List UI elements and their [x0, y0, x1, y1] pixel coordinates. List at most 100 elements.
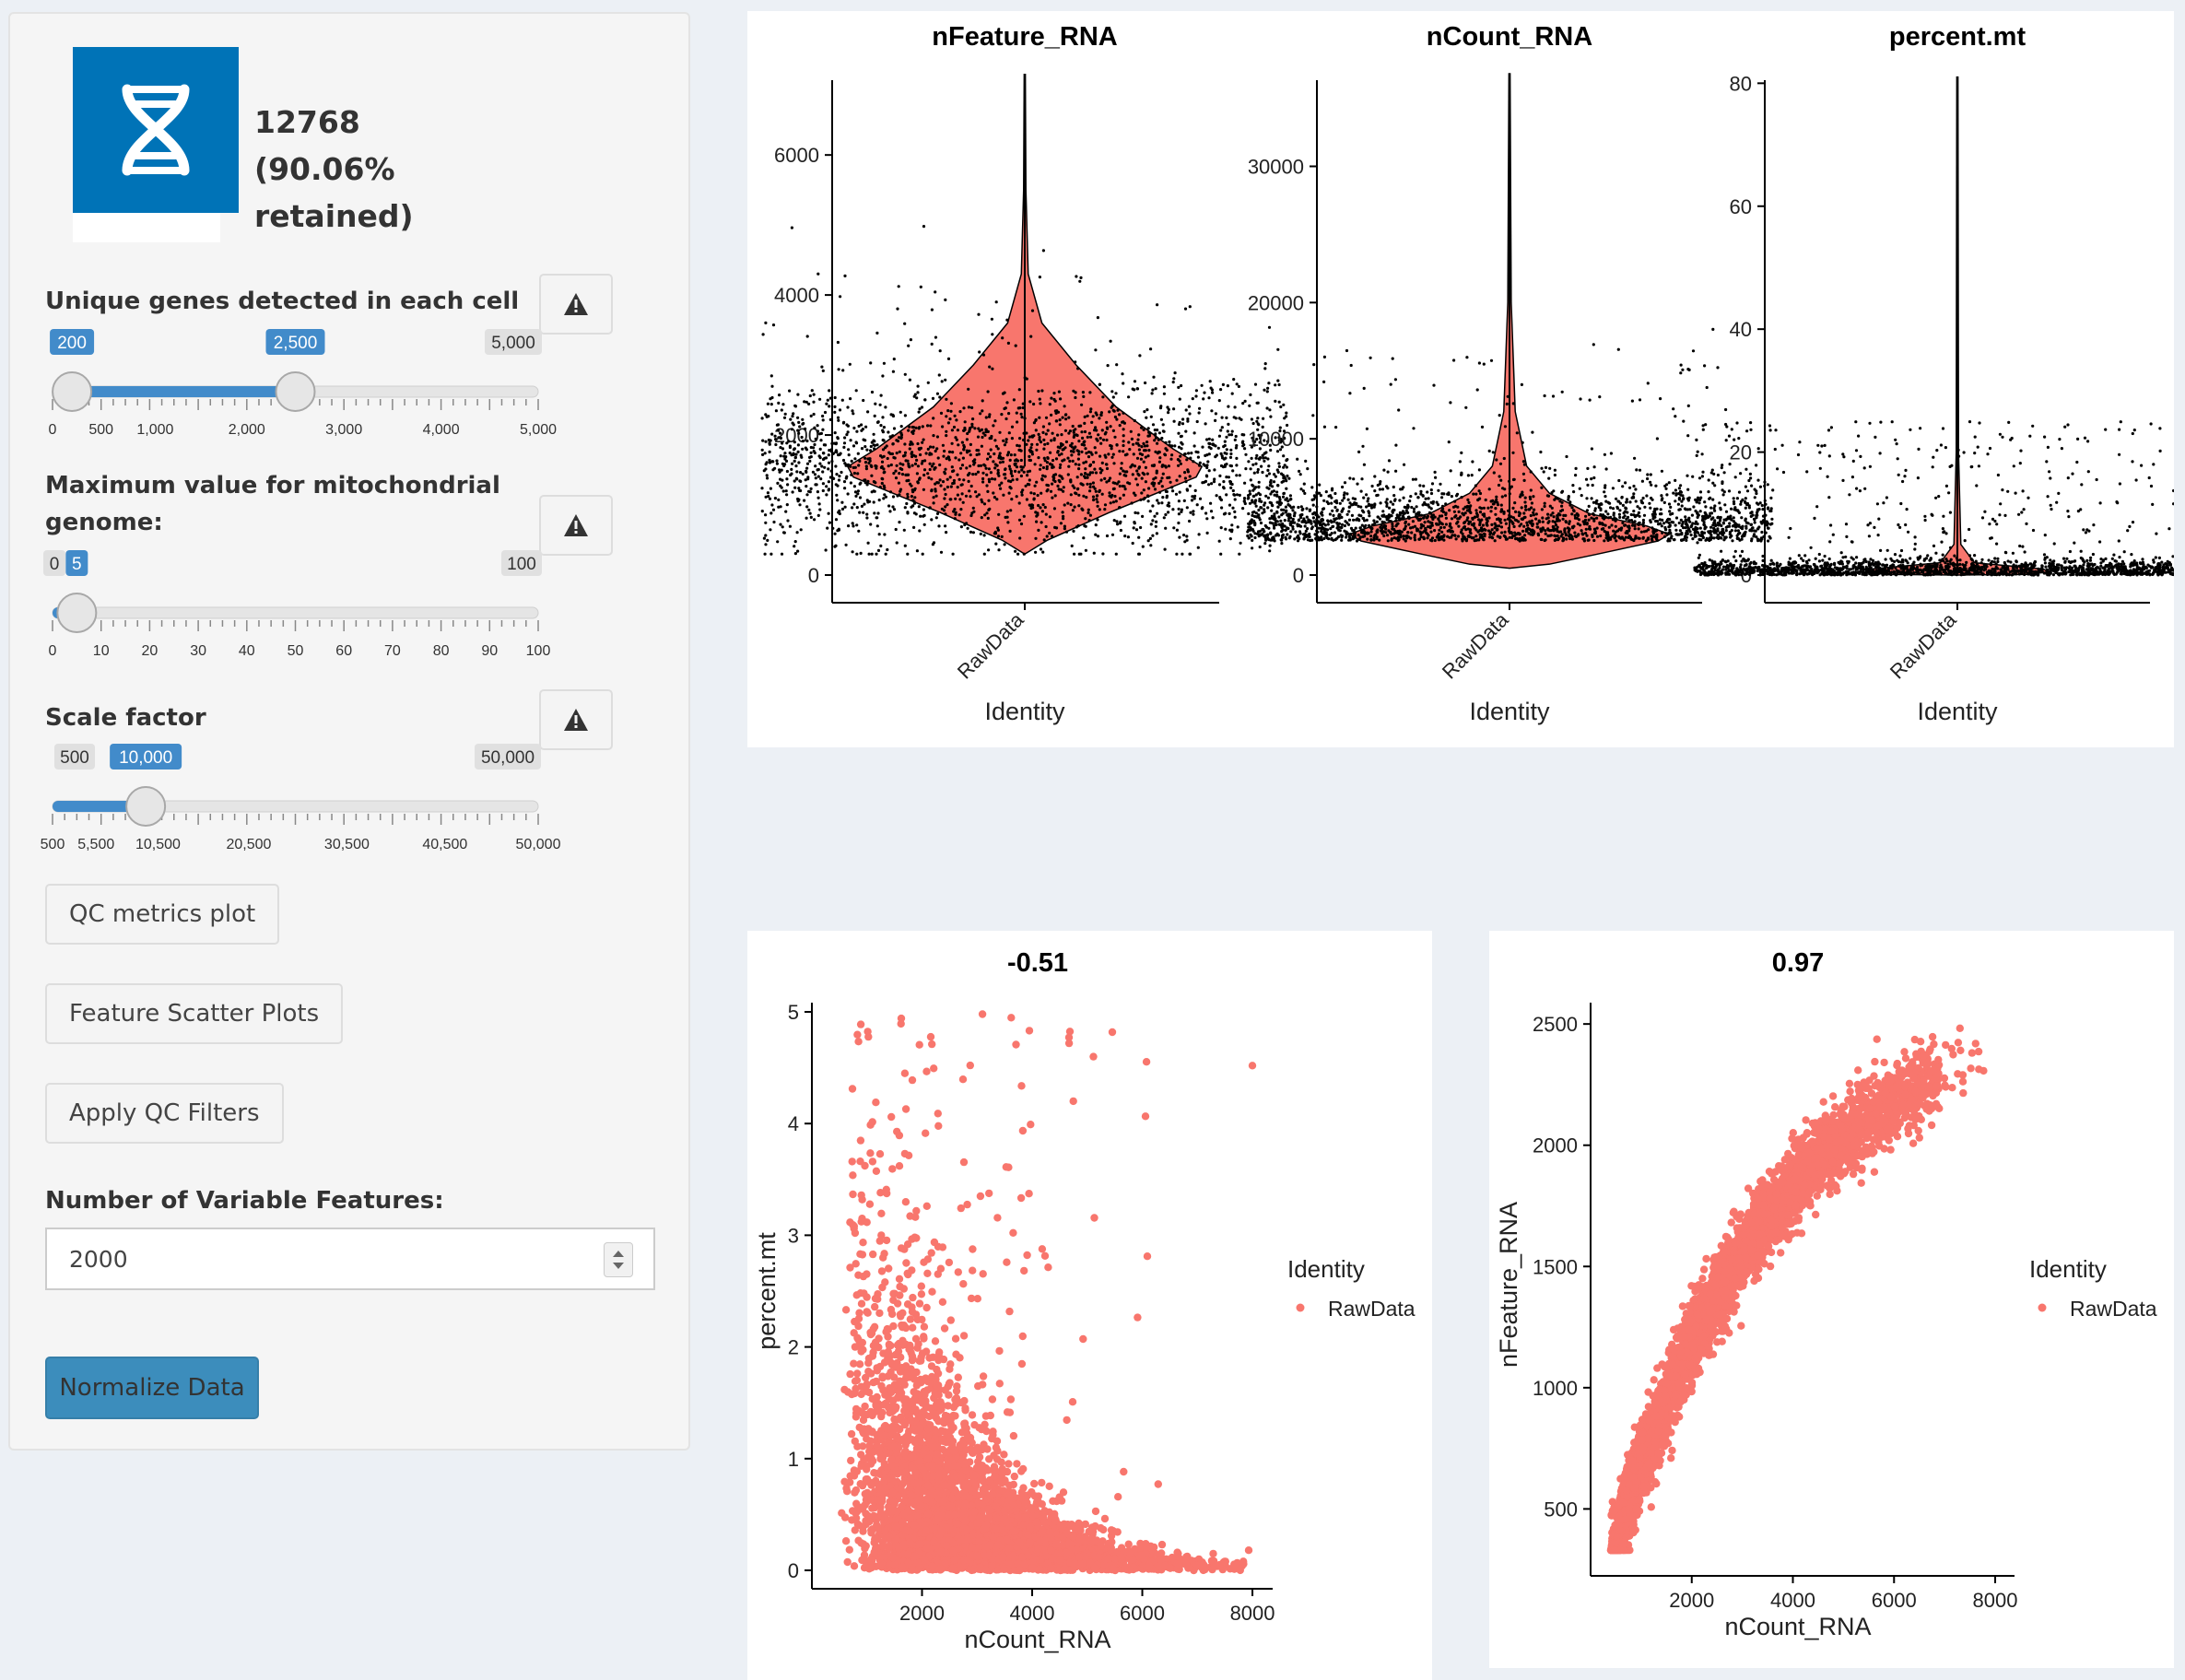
violin-point	[1028, 469, 1032, 473]
violin-point	[1001, 456, 1005, 460]
violin-point	[1382, 534, 1386, 538]
violin-point	[1629, 519, 1634, 523]
mito-warning-button[interactable]	[539, 495, 613, 556]
violin-point	[1066, 501, 1070, 505]
violin-point	[1604, 499, 1608, 503]
violin-point	[917, 427, 921, 430]
genes-range-slider[interactable]: 0 500 1,000 2,000 3,000 4,000 5,000 200 2,500 5,0…	[45, 327, 557, 438]
violin-point	[1096, 504, 1099, 508]
apply-qc-filters-button[interactable]: Apply QC Filters	[45, 1083, 284, 1144]
violin-point	[1755, 489, 1758, 493]
genes-warning-button[interactable]	[539, 274, 613, 335]
violin-point	[1227, 476, 1230, 479]
violin-point	[877, 499, 881, 502]
feature-scatter-plots-button[interactable]: Feature Scatter Plots	[45, 983, 344, 1044]
mito-slider[interactable]: 0 10 20 30 40 50 60 70 80 90 100 0 5 100	[43, 548, 550, 659]
violin-point	[1086, 414, 1089, 417]
violin-point	[1193, 488, 1197, 493]
violin-point	[1694, 498, 1697, 502]
violin-point	[1426, 516, 1429, 520]
variable-features-input[interactable]: 2000	[45, 1228, 655, 1290]
normalize-data-button[interactable]: Normalize Data	[45, 1357, 259, 1419]
violin-point	[1660, 524, 1663, 528]
violin-point	[1514, 510, 1518, 514]
violin-point	[1601, 523, 1604, 526]
violin-point	[766, 476, 769, 480]
violin-point	[893, 456, 897, 460]
violin-point	[1077, 493, 1081, 497]
violin-point	[952, 510, 956, 513]
violin-point	[805, 516, 808, 520]
violin-point	[1594, 500, 1598, 504]
violin-point	[1073, 505, 1076, 509]
violin-point	[894, 476, 899, 480]
violin-point	[770, 460, 774, 464]
violin-point	[791, 490, 794, 494]
violin-point	[1098, 382, 1101, 386]
violin-points	[760, 225, 1289, 556]
violin-point	[959, 525, 963, 529]
violin-point	[834, 442, 838, 446]
violin-point	[1391, 510, 1394, 513]
violin-point	[876, 548, 881, 553]
violin-point	[1000, 481, 1004, 485]
violin-point	[961, 456, 965, 460]
violin-point	[1122, 421, 1126, 425]
violin-point	[1393, 498, 1397, 501]
violin-point	[1358, 526, 1362, 530]
violin-point	[1554, 523, 1557, 527]
violin-point	[1413, 538, 1417, 542]
violin-point	[805, 335, 809, 338]
violin-point	[1684, 526, 1687, 530]
scale-warning-button[interactable]	[539, 689, 613, 750]
violin-point	[1320, 529, 1323, 534]
violin-point	[932, 496, 935, 499]
violin-point	[889, 413, 893, 417]
qc-metrics-plot-button[interactable]: QC metrics plot	[45, 884, 280, 945]
violin-point	[1157, 501, 1160, 505]
mito-slider-graphic[interactable]: 0 10 20 30 40 50 60 70 80 90 1000 5 100	[43, 548, 550, 659]
violin-point	[1561, 539, 1565, 543]
violin-point	[1650, 498, 1654, 501]
violin-point	[1164, 465, 1168, 469]
violin-point	[1741, 534, 1744, 538]
violin-point	[1061, 511, 1064, 514]
violin-point	[912, 394, 916, 398]
violin-point	[1017, 501, 1021, 505]
violin-point	[1299, 505, 1303, 509]
violin-point	[1436, 503, 1440, 507]
violin-point	[1561, 536, 1566, 540]
violin-point	[1268, 549, 1272, 553]
scale-slider-graphic[interactable]: 500 5,500 10,500 20,500 30,500 40,500 50,00050…	[41, 742, 561, 852]
violin-point	[821, 457, 826, 462]
violin-point	[1470, 474, 1474, 477]
violin-point	[909, 442, 912, 446]
violin-point	[1402, 535, 1405, 538]
violin-point	[1221, 456, 1225, 460]
violin-point	[1690, 513, 1694, 517]
violin-point	[1064, 530, 1069, 534]
violin-point	[1707, 490, 1710, 494]
violin-point	[781, 403, 785, 406]
number-spinner[interactable]	[604, 1242, 633, 1277]
violin-point	[1322, 380, 1326, 383]
violin-point	[1025, 498, 1028, 501]
violin-point	[1588, 524, 1592, 529]
violin-point	[1173, 444, 1177, 448]
violin-point	[772, 520, 776, 524]
violin-point	[1702, 531, 1707, 535]
violin-point	[1106, 364, 1110, 368]
violin-point	[835, 451, 839, 454]
scale-factor-slider[interactable]: 500 5,500 10,500 20,500 30,500 40,500 50,000 50…	[41, 742, 561, 852]
violin-point	[785, 469, 789, 474]
violin-point	[1276, 484, 1280, 488]
violin-point	[1678, 508, 1682, 511]
violin-point	[859, 551, 863, 556]
violin-point	[903, 453, 907, 457]
violin-point	[942, 454, 946, 458]
violin-point	[1592, 476, 1596, 480]
violin-point	[1301, 489, 1305, 493]
violin-point	[1523, 500, 1527, 504]
violin-point	[903, 544, 907, 547]
